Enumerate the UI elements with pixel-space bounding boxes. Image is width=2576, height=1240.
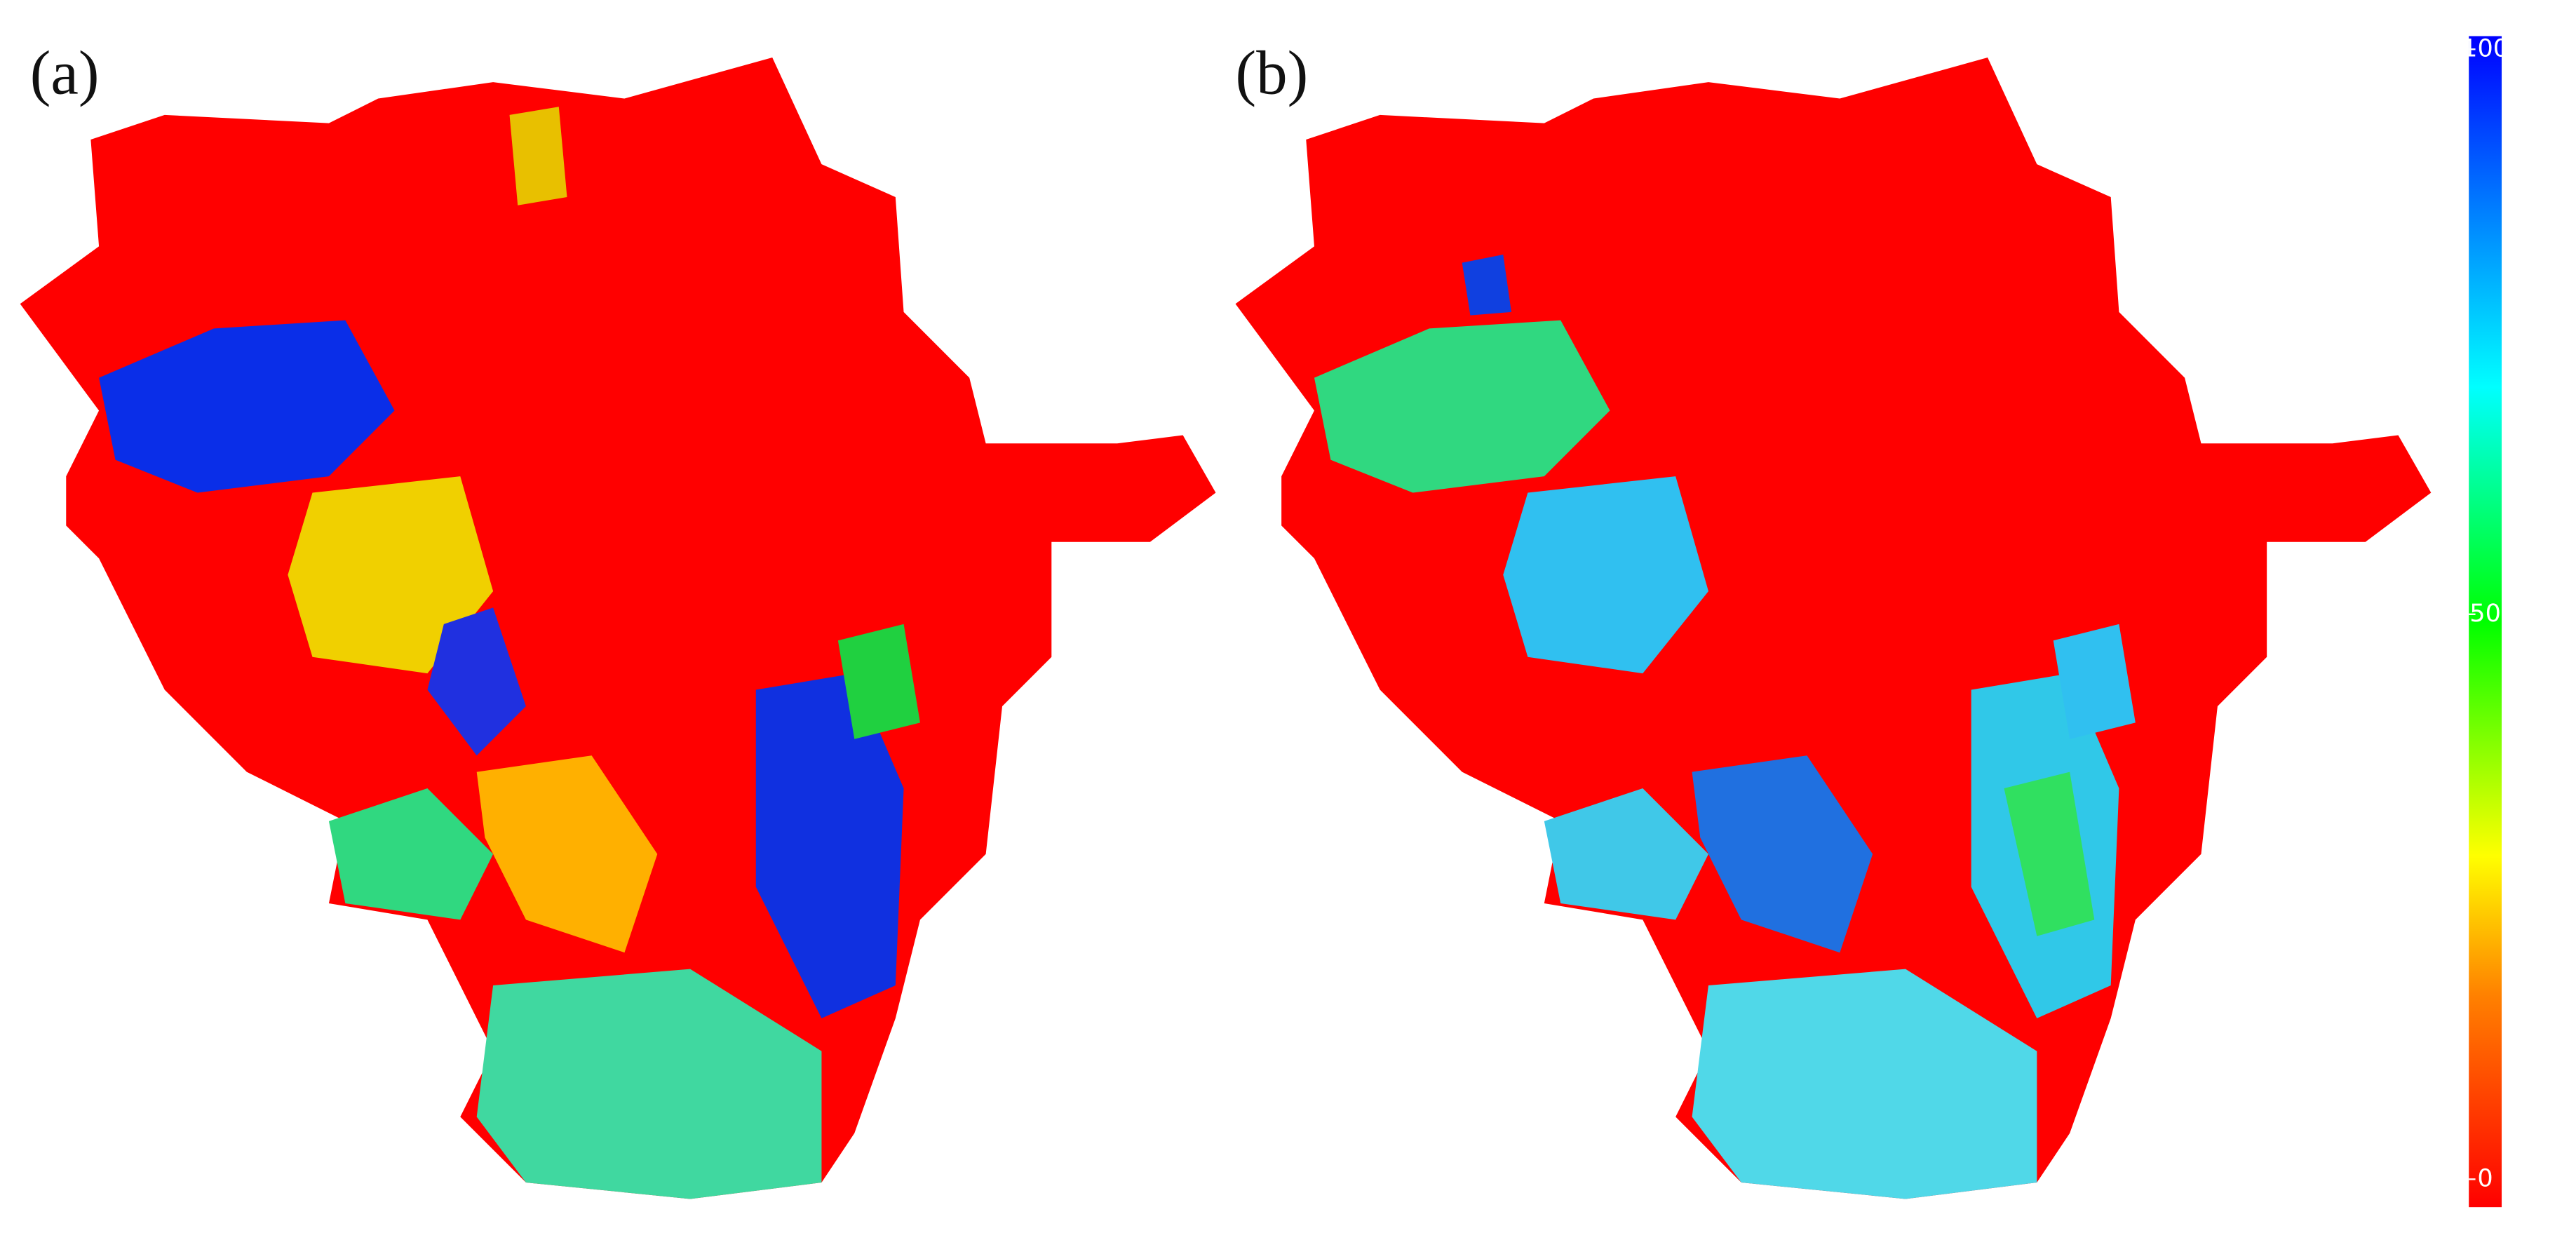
panel-label: (a) xyxy=(30,39,100,107)
colorbar-tick-label: 50 xyxy=(2469,599,2501,628)
panel-label: (b) xyxy=(1236,39,1309,107)
map-a xyxy=(20,57,1216,1199)
colorbar-tick-label: 0 xyxy=(2477,1164,2493,1192)
map-b xyxy=(1235,57,2432,1199)
colorbar xyxy=(2469,36,2502,1208)
colorbar-tick-label: 100 xyxy=(2462,34,2509,62)
colorbar-ticks: 0 50 100 xyxy=(2462,34,2509,1192)
